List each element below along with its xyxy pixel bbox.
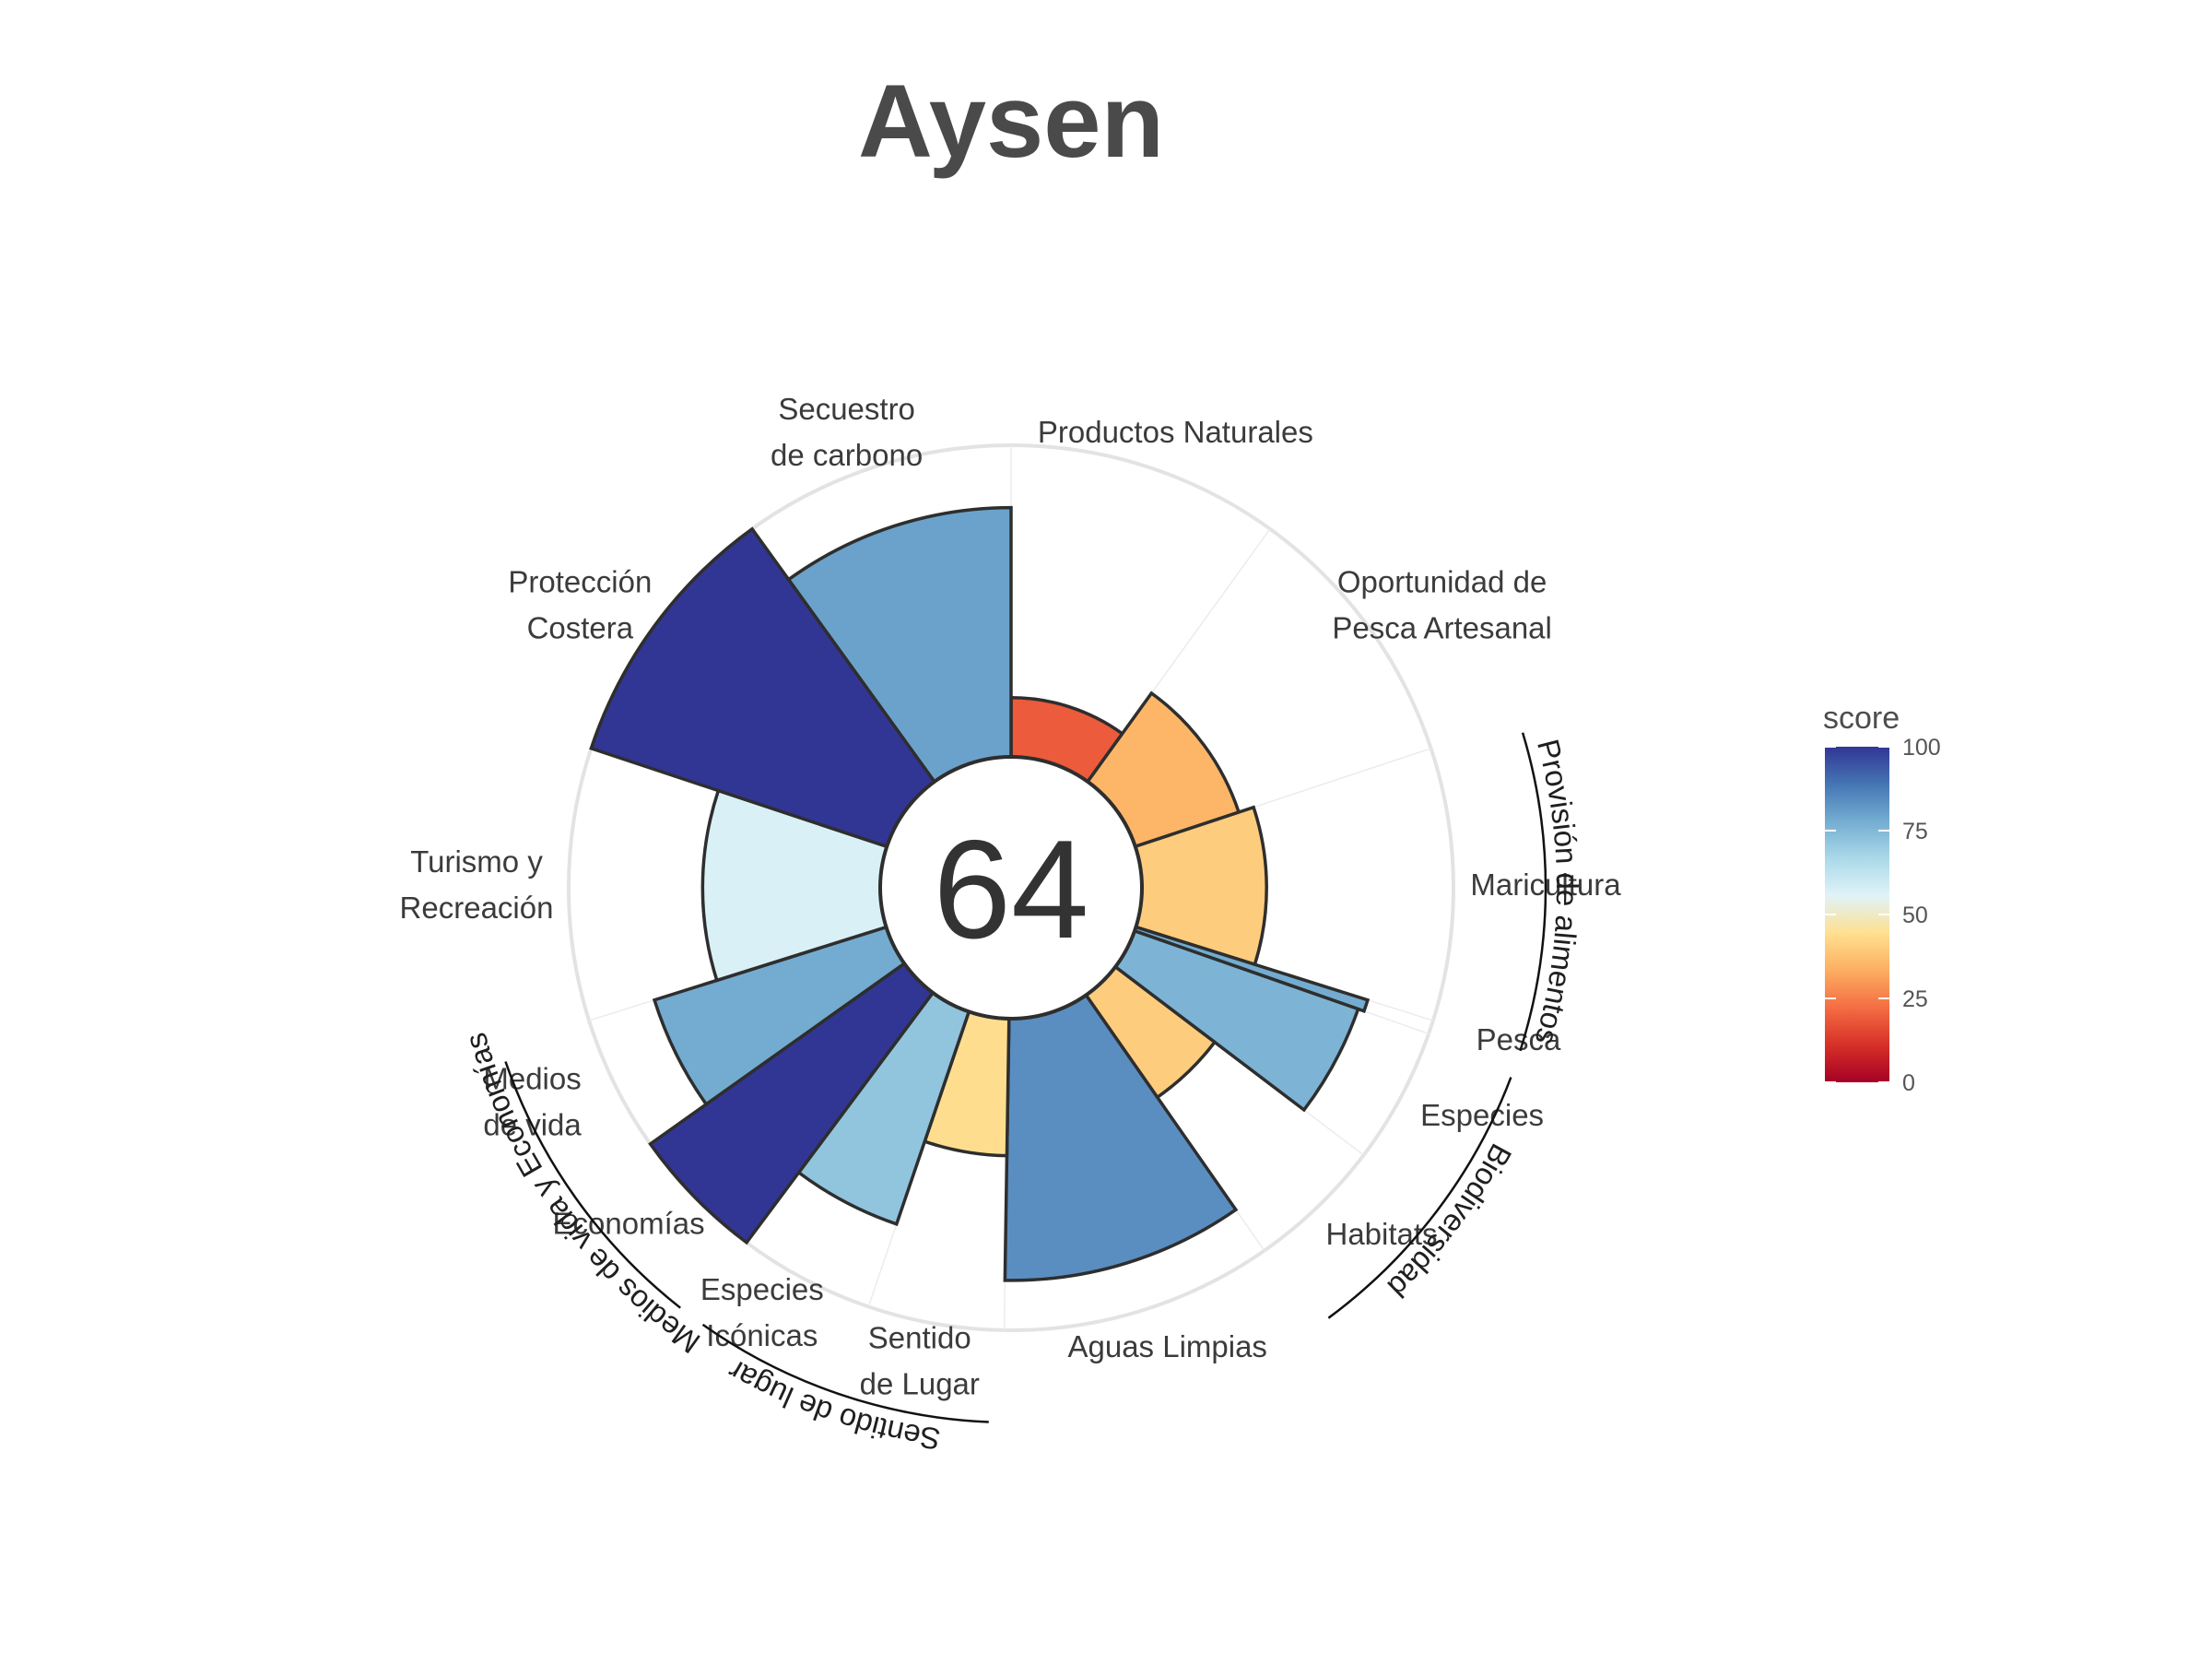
group-label-medios-de-vida-y-economias: Medios de vida y Economías: [458, 1029, 706, 1360]
category-label-sentido-de-lugar: Sentido de Lugar: [860, 1320, 980, 1400]
group-arc-biodiversidad: [1327, 1077, 1512, 1319]
category-label-proteccion-costera: Protección Costera: [508, 564, 652, 644]
category-label-especies: Especies: [1420, 1098, 1544, 1132]
legend-tick-label: 100: [1902, 735, 1941, 761]
category-label-productos-naturales: Productos Naturales: [1038, 415, 1313, 449]
category-label-pesca: Pesca: [1477, 1022, 1561, 1056]
center-score: 64: [933, 811, 1088, 968]
group-arc-sentido-de-lugar: [701, 1323, 989, 1423]
category-label-economias: Economías: [553, 1206, 705, 1240]
legend-tick-label: 75: [1902, 819, 1928, 844]
group-arc-provision-de-alimentos: [1519, 732, 1547, 1052]
legend-tick-label: 50: [1902, 903, 1928, 928]
legend-title: score: [1823, 701, 1900, 736]
legend-tick-label: 25: [1902, 986, 1928, 1012]
legend-tick-label: 0: [1902, 1070, 1915, 1096]
category-label-oportunidad-de-pesca-artesanal: Oportunidad de Pesca Artesanal: [1332, 564, 1551, 644]
group-arc-medios-de-vida-y-economias: [504, 1061, 681, 1309]
category-label-turismo-y-recreacion: Turismo y Recreación: [400, 844, 554, 925]
center-disc: [878, 755, 1144, 1021]
category-label-especies-iconicas: Especies Icónicas: [700, 1272, 824, 1352]
category-label-aguas-limpias: Aguas Limpias: [1067, 1329, 1266, 1363]
category-label-secuestro-de-carbono: Secuestro de carbono: [771, 392, 923, 472]
chart-title: Aysen: [858, 64, 1164, 179]
